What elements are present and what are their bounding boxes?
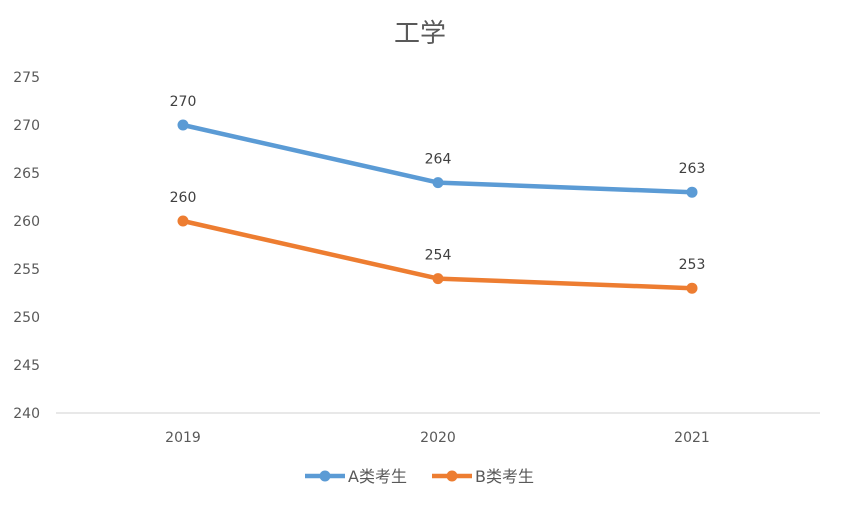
y-tick-label: 255 (13, 262, 40, 278)
data-point[interactable] (686, 282, 698, 294)
y-tick-label: 245 (13, 358, 40, 374)
legend-label: B类考生 (475, 467, 534, 486)
legend-item[interactable]: A类考生 (305, 467, 407, 486)
data-label: 254 (425, 248, 452, 264)
x-tick-label: 2019 (165, 430, 201, 446)
y-tick-label: 250 (13, 310, 40, 326)
data-point[interactable] (177, 215, 189, 227)
y-tick-label: 270 (13, 118, 40, 134)
x-axis-tick-labels: 2019 2020 2021 (165, 430, 710, 446)
series-b: 260 254 253 (170, 190, 706, 294)
y-tick-label: 275 (13, 70, 40, 86)
data-point[interactable] (177, 119, 189, 131)
y-axis-tick-labels: 240 245 250 255 260 265 270 275 (13, 70, 40, 422)
data-label: 264 (425, 152, 452, 168)
series-a: 270 264 263 (170, 94, 706, 198)
legend-marker (446, 470, 458, 482)
data-point[interactable] (432, 177, 444, 189)
data-label: 260 (170, 190, 197, 206)
data-label: 270 (170, 94, 197, 110)
y-tick-label: 240 (13, 406, 40, 422)
legend-label: A类考生 (348, 467, 407, 486)
data-point[interactable] (432, 273, 444, 285)
data-label: 263 (679, 161, 706, 177)
chart-title: 工学 (394, 19, 446, 49)
x-tick-label: 2020 (420, 430, 456, 446)
legend[interactable]: A类考生 B类考生 (305, 467, 534, 486)
legend-item[interactable]: B类考生 (432, 467, 534, 486)
legend-marker (319, 470, 331, 482)
y-tick-label: 260 (13, 214, 40, 230)
x-tick-label: 2021 (674, 430, 710, 446)
series-layer: 270 264 263 260 254 253 (170, 94, 706, 294)
data-point[interactable] (686, 186, 698, 198)
data-label: 253 (679, 257, 706, 273)
y-tick-label: 265 (13, 166, 40, 182)
